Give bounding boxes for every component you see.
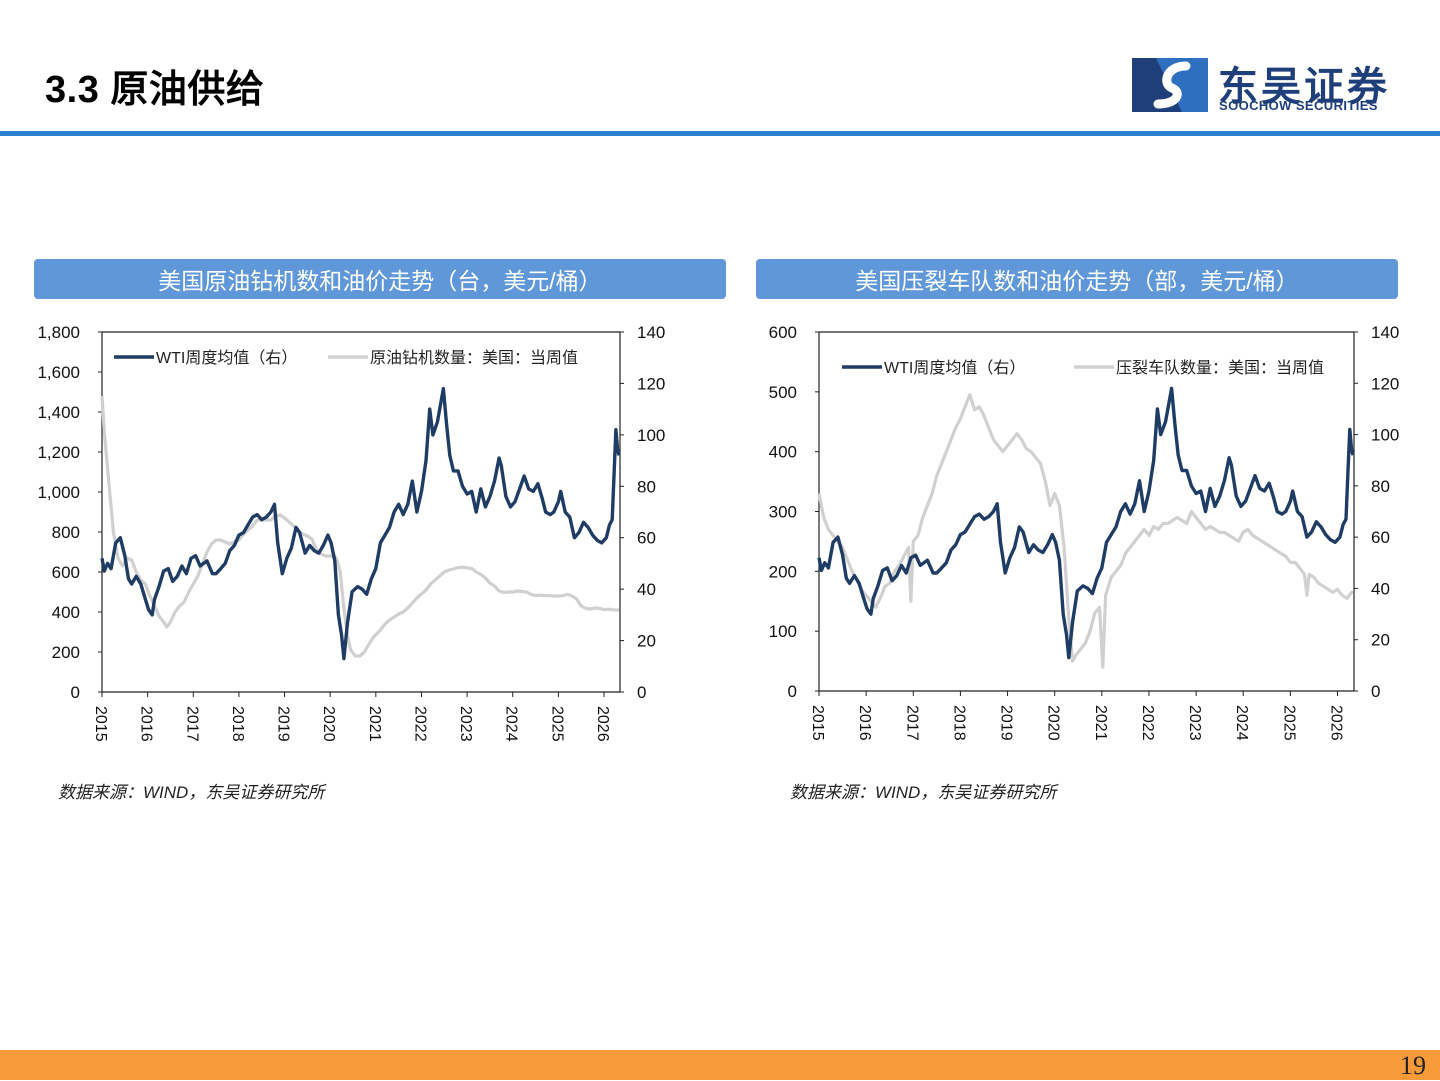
x-tick-label: 2017	[183, 706, 200, 742]
right-tick-label: 60	[637, 529, 656, 548]
chart2-source: 数据来源：WIND，东吴证券研究所	[790, 783, 1057, 802]
x-tick-label: 2021	[366, 706, 383, 742]
x-tick-label: 2022	[411, 706, 428, 742]
left-tick-label: 0	[788, 682, 797, 701]
count-series-line	[817, 393, 1354, 669]
chart2-title: 美国压裂车队数和油价走势（部，美元/桶）	[855, 268, 1299, 294]
x-tick-label: 2024	[1233, 705, 1250, 741]
x-tick-label: 2020	[320, 706, 337, 742]
legend-wti-label: WTI周度均值（右）	[156, 349, 297, 367]
chart2-title-bar: 美国压裂车队数和油价走势（部，美元/桶）	[756, 259, 1398, 299]
x-tick-label: 2026	[1328, 705, 1345, 741]
page-number: 19	[1400, 1051, 1426, 1080]
chart1-source: 数据来源：WIND，东吴证券研究所	[58, 783, 325, 802]
x-tick-label: 2019	[998, 705, 1015, 741]
x-tick-label: 2022	[1139, 705, 1156, 741]
left-tick-label: 1,000	[37, 483, 80, 502]
x-tick-label: 2025	[1280, 705, 1297, 741]
right-tick-label: 120	[1371, 374, 1399, 393]
soochow-logo-icon	[1132, 58, 1208, 112]
left-tick-label: 200	[769, 562, 797, 581]
left-tick-label: 400	[52, 603, 80, 622]
left-tick-label: 1,600	[37, 363, 80, 382]
x-tick-label: 2023	[1186, 705, 1203, 741]
left-tick-label: 100	[769, 622, 797, 641]
x-tick-label: 2015	[809, 705, 826, 741]
legend-count-label: 压裂车队数量：美国：当周值	[1116, 359, 1324, 377]
x-tick-label: 2019	[275, 706, 292, 742]
right-tick-label: 0	[637, 683, 646, 702]
page-title: 3.3 原油供给	[45, 69, 265, 111]
company-logo: 东吴证券 SOOCHOW SECURITIES	[1132, 56, 1404, 116]
left-tick-label: 400	[769, 443, 797, 462]
right-tick-label: 40	[1371, 579, 1390, 598]
x-tick-label: 2018	[229, 706, 246, 742]
x-tick-label: 2018	[950, 705, 967, 741]
x-tick-label: 2016	[138, 706, 155, 742]
right-tick-label: 40	[637, 580, 656, 599]
left-tick-label: 1,800	[37, 323, 80, 342]
right-tick-label: 0	[1371, 682, 1380, 701]
left-tick-label: 200	[52, 643, 80, 662]
x-tick-label: 2026	[594, 706, 611, 742]
right-tick-label: 100	[1371, 426, 1399, 445]
left-tick-label: 0	[71, 683, 80, 702]
x-tick-label: 2015	[92, 706, 109, 742]
x-tick-label: 2017	[903, 705, 920, 741]
chart1-title-bar: 美国原油钻机数和油价走势（台，美元/桶）	[34, 259, 726, 299]
x-tick-label: 2016	[856, 705, 873, 741]
legend-count-label: 原油钻机数量：美国：当周值	[370, 349, 578, 367]
left-tick-label: 300	[769, 503, 797, 522]
footer-bar	[0, 1050, 1440, 1080]
right-tick-label: 120	[637, 374, 665, 393]
left-tick-label: 500	[769, 383, 797, 402]
x-tick-label: 2021	[1092, 705, 1109, 741]
left-tick-label: 1,200	[37, 443, 80, 462]
left-tick-label: 600	[52, 563, 80, 582]
right-tick-label: 60	[1371, 528, 1390, 547]
x-tick-label: 2020	[1045, 705, 1062, 741]
left-tick-label: 800	[52, 523, 80, 542]
count-series-line	[100, 395, 620, 658]
chart1-title: 美国原油钻机数和油价走势（台，美元/桶）	[158, 268, 602, 294]
frac-fleet-chart: 0 100 200 300 400 500 600 0 20 40 60 80 100 120 140 201…	[769, 323, 1400, 741]
rig-count-chart: 02004006008001,0001,2001,4001,6001,80002…	[37, 323, 665, 742]
right-tick-label: 80	[1371, 477, 1390, 496]
x-tick-label: 2023	[457, 706, 474, 742]
chart1-container: 0 200 400 600 800 1,000 1,200 1,400 1,600 1,800 0 2…	[34, 310, 678, 757]
logo-name-en: SOOCHOW SECURITIES	[1219, 98, 1378, 113]
wti-series-line	[100, 386, 621, 661]
left-tick-label: 600	[769, 323, 797, 342]
wti-series-line	[817, 386, 1355, 660]
left-tick-label: 1,400	[37, 403, 80, 422]
chart2-container: 0 100 200 300 400 500 600 0 20 40 60 80 100 120 140 201…	[762, 310, 1410, 757]
x-tick-label: 2024	[503, 706, 520, 742]
right-tick-label: 140	[637, 323, 665, 342]
right-tick-label: 20	[1371, 631, 1390, 650]
right-tick-label: 20	[637, 632, 656, 651]
right-tick-label: 140	[1371, 323, 1399, 342]
right-tick-label: 80	[637, 477, 656, 496]
logo-name-cn: 东吴证券	[1218, 65, 1390, 109]
header-rule	[0, 131, 1440, 136]
legend-wti-label: WTI周度均值（右）	[884, 359, 1025, 377]
right-tick-label: 100	[637, 426, 665, 445]
x-tick-label: 2025	[548, 706, 565, 742]
